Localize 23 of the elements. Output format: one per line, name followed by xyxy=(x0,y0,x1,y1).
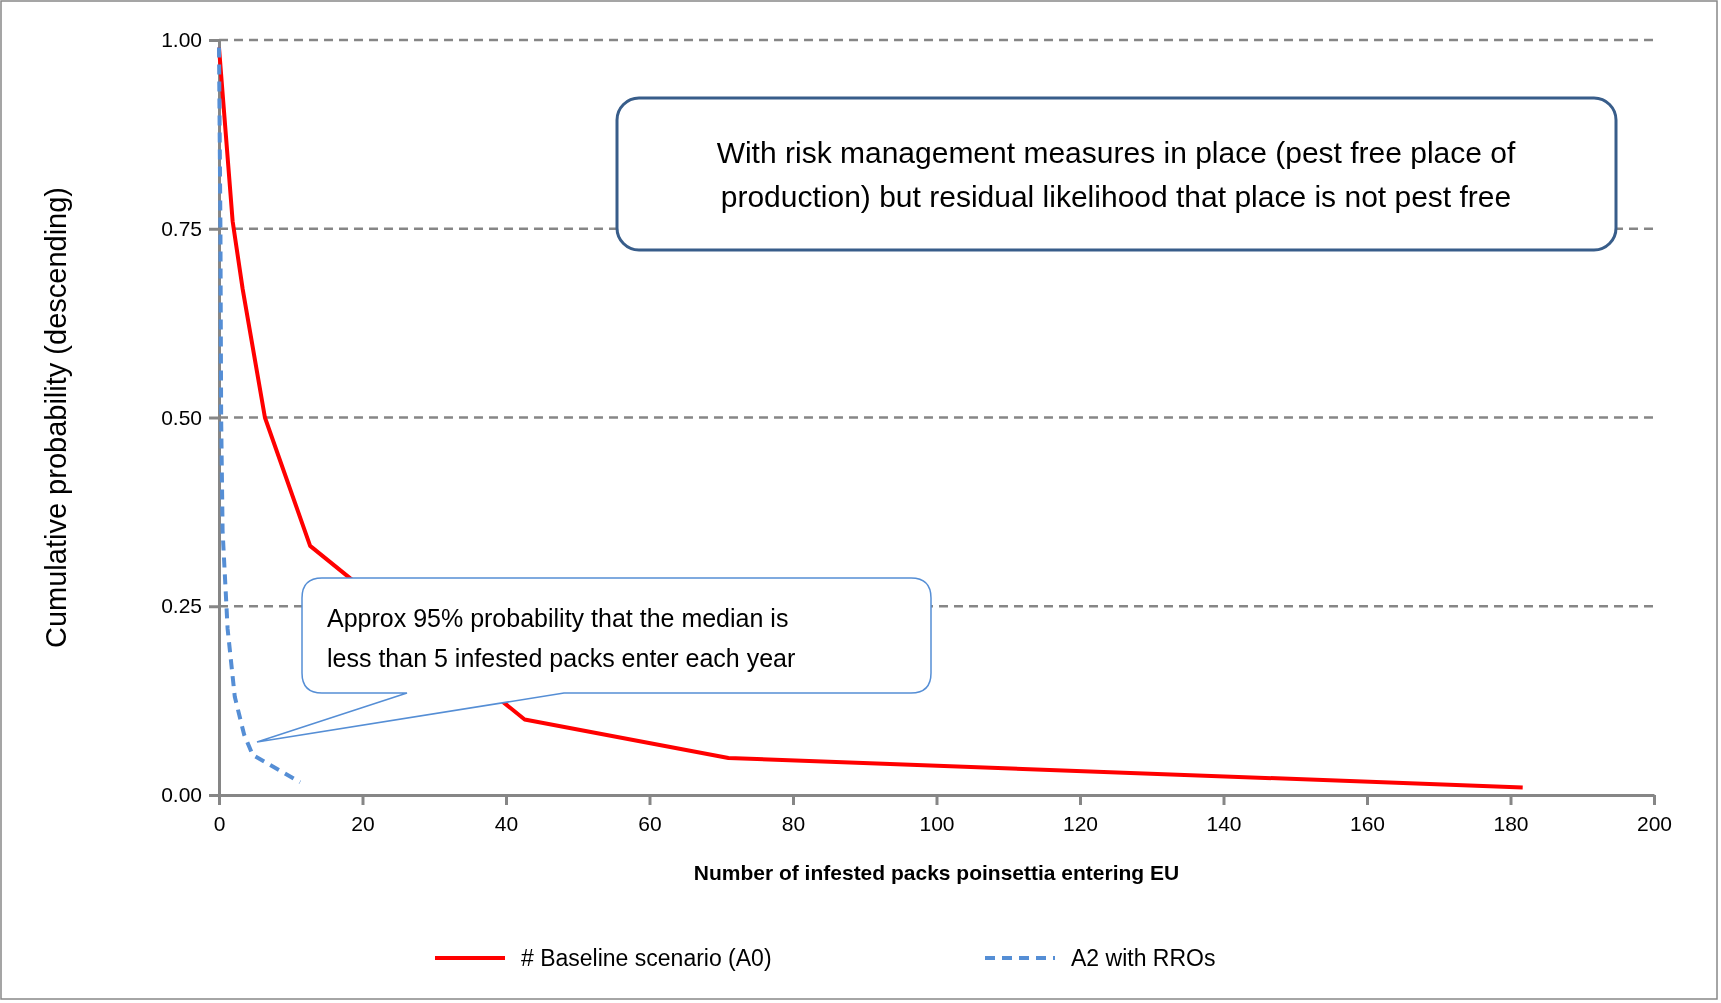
x-tick-label: 0 xyxy=(213,812,226,836)
y-tick-label: 0.25 xyxy=(161,594,202,618)
x-tick-label: 80 xyxy=(781,812,806,836)
x-tick-label: 120 xyxy=(1062,812,1099,836)
x-tick-label: 140 xyxy=(1206,812,1242,836)
x-tick-label: 100 xyxy=(919,812,955,836)
annotation: With risk management measures in place (pest free place of production) but residual likelihood that place is not pest free xyxy=(716,136,1516,213)
x-axis-title: Number of infested packs poinsettia entering EU xyxy=(693,861,1180,884)
annotation: Approx 95% probability that the median is less than 5 infested packs enter each year xyxy=(327,604,796,672)
y-tick-label: 0.50 xyxy=(161,405,202,429)
line-series xyxy=(217,45,303,785)
x-tick-label: 60 xyxy=(638,812,662,836)
y-axis-title: Cumulative probability (descending) xyxy=(40,186,72,649)
x-tick-label: 20 xyxy=(351,812,375,836)
legend-label: # Baseline scenario (A0) xyxy=(521,945,772,971)
x-tick-label: 200 xyxy=(1636,812,1673,836)
x-tick-label: 180 xyxy=(1493,812,1529,836)
y-tick-label: 0.00 xyxy=(161,783,202,807)
legend-label: A2 with RROs xyxy=(1071,945,1216,971)
y-tick-label: 1.00 xyxy=(161,28,202,52)
x-tick-label: 160 xyxy=(1349,812,1386,836)
x-tick-label: 40 xyxy=(494,812,519,836)
y-tick-label: 0.75 xyxy=(161,216,202,240)
